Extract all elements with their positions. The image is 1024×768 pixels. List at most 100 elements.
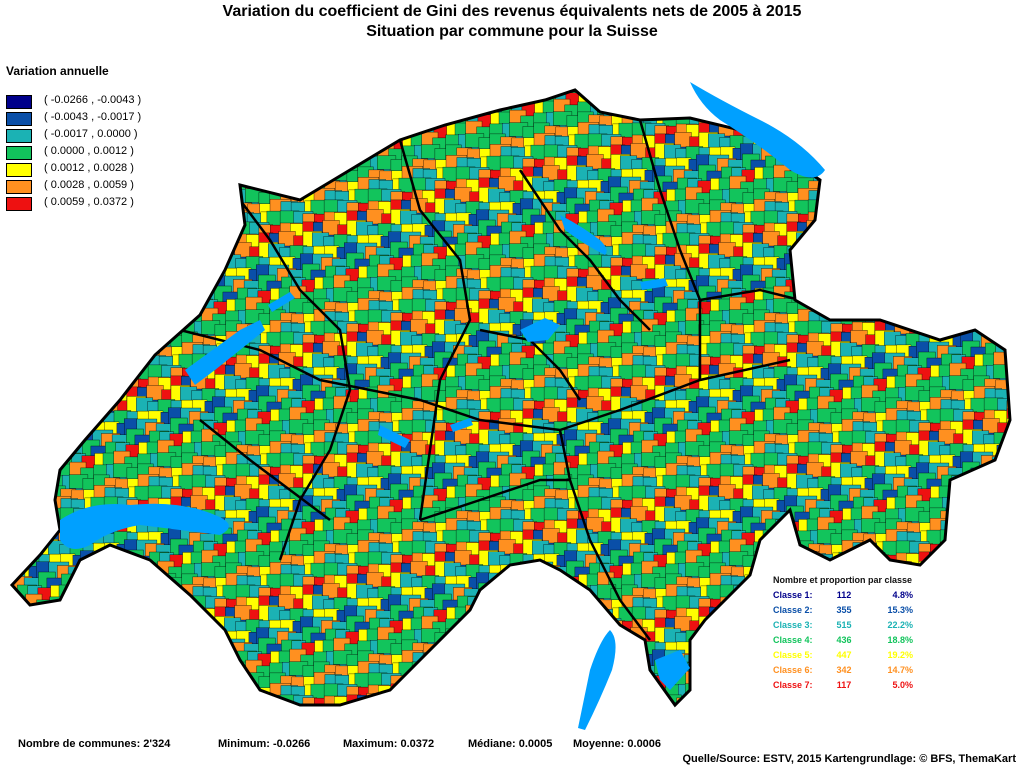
commune-cell	[727, 643, 746, 660]
commune-cell	[13, 334, 33, 352]
commune-cell	[861, 223, 880, 239]
commune-cell	[431, 90, 449, 95]
commune-cell	[805, 257, 825, 275]
commune-cell	[818, 212, 834, 233]
commune-cell	[322, 155, 341, 176]
commune-cell	[257, 169, 275, 189]
commune-cell	[513, 640, 534, 659]
commune-cell	[544, 609, 561, 632]
commune-cell	[654, 90, 672, 98]
commune-cell	[874, 191, 889, 208]
commune-cell	[1006, 368, 1010, 384]
commune-cell	[40, 387, 55, 405]
commune-cell	[777, 90, 798, 109]
commune-cell	[982, 539, 1000, 555]
commune-cell	[93, 606, 115, 626]
commune-cell	[27, 222, 42, 242]
commune-cell	[972, 209, 994, 226]
commune-cell	[864, 115, 884, 133]
commune-cell	[896, 310, 918, 327]
commune-cell	[719, 621, 739, 642]
commune-cell	[334, 91, 350, 112]
commune-cell	[26, 289, 42, 310]
commune-cell	[60, 246, 77, 269]
commune-cell	[854, 156, 875, 173]
commune-cell	[269, 112, 291, 133]
commune-cell	[103, 254, 124, 270]
commune-cell	[368, 90, 385, 98]
commune-cell	[830, 131, 848, 152]
commune-cell	[26, 652, 42, 673]
commune-cell	[25, 472, 43, 495]
commune-cell	[171, 225, 189, 240]
commune-cell	[621, 90, 638, 111]
commune-cell	[134, 243, 151, 262]
commune-cell	[863, 291, 879, 309]
commune-cell	[920, 288, 935, 306]
commune-cell	[884, 210, 901, 231]
commune-cell	[158, 598, 178, 618]
commune-cell	[938, 187, 956, 203]
commune-cell	[258, 153, 276, 174]
commune-cell	[101, 312, 121, 330]
commune-cell	[567, 610, 585, 625]
commune-cell	[27, 379, 43, 397]
commune-cell	[15, 518, 36, 534]
commune-cell	[137, 221, 154, 241]
commune-cell	[953, 554, 975, 575]
commune-cell	[237, 166, 257, 184]
commune-cell	[190, 616, 208, 632]
commune-cell	[983, 192, 1003, 213]
commune-cell	[224, 133, 241, 154]
commune-cell	[73, 387, 94, 406]
commune-cell	[82, 286, 103, 304]
commune-cell	[258, 121, 279, 139]
commune-cell	[830, 170, 852, 186]
commune-cell	[885, 102, 902, 122]
commune-cell	[886, 255, 905, 271]
commune-cell	[60, 377, 78, 394]
commune-cell	[1006, 166, 1010, 184]
commune-cell	[841, 298, 863, 318]
commune-cell	[478, 661, 494, 679]
commune-cell	[542, 649, 560, 665]
commune-cell	[981, 213, 1001, 231]
commune-cell	[521, 587, 539, 607]
commune-cell	[267, 90, 286, 96]
commune-cell	[234, 121, 252, 137]
commune-cell	[73, 629, 94, 648]
commune-cell	[962, 550, 983, 568]
commune-cell	[170, 264, 191, 282]
commune-cell	[12, 354, 25, 370]
commune-cell	[161, 607, 182, 626]
commune-cell	[973, 133, 990, 153]
commune-cell	[71, 211, 86, 231]
commune-cell	[93, 222, 110, 243]
commune-cell	[940, 278, 958, 295]
commune-cell	[995, 137, 1010, 155]
commune-cell	[629, 664, 649, 682]
commune-cell	[201, 630, 220, 646]
commune-cell	[841, 234, 858, 254]
commune-cell	[137, 211, 154, 232]
commune-cell	[466, 663, 482, 684]
commune-cell	[268, 122, 285, 143]
commune-cell	[949, 120, 967, 143]
commune-cell	[90, 254, 107, 273]
commune-cell	[277, 147, 297, 165]
commune-cell	[665, 90, 682, 109]
commune-cell	[949, 201, 968, 217]
commune-cell	[830, 252, 848, 273]
commune-cell	[192, 223, 210, 240]
commune-cell	[25, 351, 43, 374]
commune-cell	[829, 147, 847, 167]
commune-cell	[281, 155, 301, 173]
commune-cell	[985, 221, 1005, 239]
commune-cell	[16, 509, 34, 526]
commune-cell	[279, 126, 299, 147]
commune-cell	[862, 301, 882, 321]
commune-cell	[885, 155, 902, 175]
commune-cell	[125, 323, 143, 343]
commune-cell	[831, 302, 849, 317]
commune-cell	[114, 609, 134, 629]
